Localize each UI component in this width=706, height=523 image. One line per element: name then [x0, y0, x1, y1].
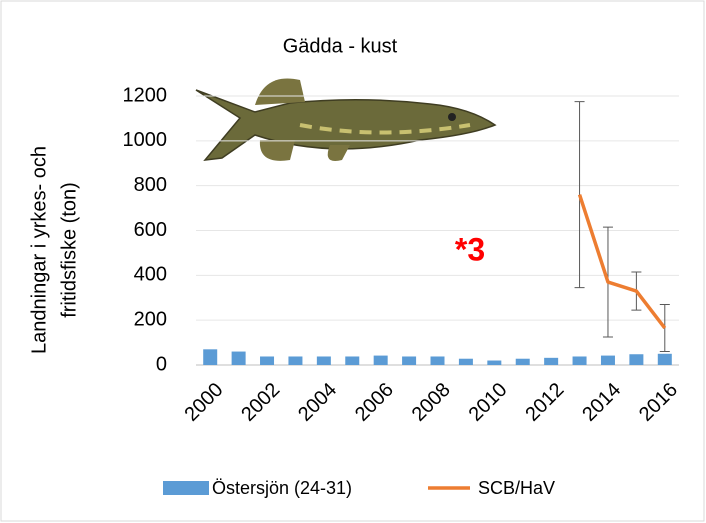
chart-title: Gädda - kust [283, 35, 398, 57]
y-tick-label: 200 [134, 308, 167, 330]
bar [600, 355, 615, 365]
bar [316, 356, 331, 365]
legend-swatch [163, 481, 209, 495]
annotation: *3 [455, 231, 485, 267]
bar [345, 356, 360, 365]
bar [572, 356, 587, 365]
bar [288, 356, 303, 365]
y-tick-label: 600 [134, 219, 167, 241]
y-tick-label: 1200 [123, 84, 168, 106]
bar [430, 356, 445, 365]
y-tick-label: 400 [134, 264, 167, 286]
bar [260, 356, 275, 365]
bar [458, 358, 473, 365]
legend-label: Östersjön (24-31) [212, 478, 352, 498]
bar [231, 351, 246, 365]
y-tick-label: 800 [134, 174, 167, 196]
y-tick-label: 0 [156, 353, 167, 375]
y-tick-label: 1000 [123, 129, 168, 151]
bar [402, 356, 417, 365]
bar [515, 358, 530, 365]
bar [544, 357, 559, 365]
bar [657, 353, 672, 365]
line [577, 194, 667, 330]
y-axis-label: Landningar i yrkes- och fritidsfiske (to… [28, 146, 80, 354]
legend-label: SCB/HaV [478, 478, 555, 498]
y-axis-label-line: fritidsfiske (ton) [58, 182, 80, 318]
fish-illustration [195, 78, 497, 161]
bar [629, 354, 644, 365]
bar [487, 360, 502, 365]
y-axis-label-line: Landningar i yrkes- och [28, 146, 50, 354]
bar [373, 355, 388, 365]
bar [203, 349, 218, 365]
